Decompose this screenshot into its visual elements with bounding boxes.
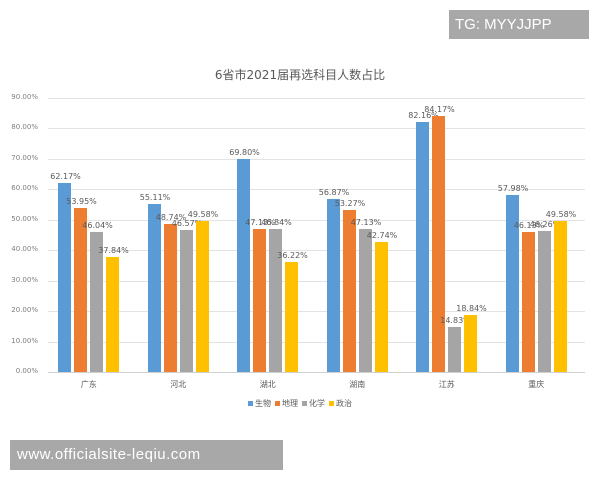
legend-item: 化学 (302, 398, 325, 409)
bar-生物 (326, 198, 340, 372)
y-tick-label: 40.00% (11, 245, 38, 254)
x-category-label: 河北 (170, 380, 187, 389)
data-label: 46.57% (171, 219, 203, 229)
data-label: 46.13% (513, 220, 545, 230)
chart-legend: 生物 地理 化学 政治 (0, 398, 600, 409)
x-category-label: 江苏 (438, 380, 455, 389)
x-category-label: 湖北 (259, 380, 276, 389)
data-label: 48.74% (155, 212, 187, 222)
data-label: 47.13% (350, 217, 382, 227)
data-label: 14.83% (440, 315, 471, 325)
data-label: 53.27% (334, 198, 366, 208)
bar-化学 (90, 231, 104, 372)
legend-item: 政治 (329, 398, 352, 409)
bar-化学 (179, 230, 193, 372)
bar-地理 (432, 115, 446, 372)
bar-生物 (505, 195, 519, 372)
y-tick-label: 70.00% (11, 153, 38, 162)
legend-item: 生物 (248, 398, 271, 409)
bar-化学 (358, 228, 372, 372)
bar-地理 (163, 223, 177, 372)
bar-政治 (195, 221, 209, 372)
data-label: 69.80% (229, 148, 260, 158)
data-label: 49.58% (187, 210, 219, 220)
data-label: 47.13% (245, 217, 276, 227)
data-label: 37.84% (98, 245, 129, 255)
gridline (48, 311, 585, 313)
y-tick-label: 60.00% (11, 184, 38, 193)
data-label: 18.84% (456, 303, 487, 313)
gridline (48, 158, 585, 160)
bar-地理 (521, 231, 535, 372)
data-label: 42.74% (366, 230, 398, 240)
gridline (48, 250, 585, 252)
x-category-label: 湖南 (349, 380, 366, 389)
gridline (48, 128, 585, 130)
bar-生物 (416, 121, 430, 372)
bar-地理 (253, 228, 267, 372)
bar-化学 (448, 326, 462, 372)
legend-label: 地理 (282, 399, 298, 408)
watermark-url: www.officialsite-leqiu.com (10, 440, 283, 470)
data-label: 62.17% (50, 171, 81, 181)
gridline (48, 98, 585, 99)
y-tick-label: 90.00% (11, 93, 38, 101)
gridline (48, 280, 585, 282)
legend-label: 化学 (309, 399, 325, 408)
bar-地理 (342, 209, 356, 372)
bar-化学 (537, 231, 551, 372)
bar-政治 (374, 241, 388, 372)
gridline (48, 219, 585, 221)
data-label: 46.84% (261, 218, 292, 228)
data-label: 46.26% (529, 220, 561, 230)
bar-政治 (106, 256, 120, 372)
data-label: 84.17% (424, 104, 455, 114)
bar-地理 (74, 207, 88, 372)
data-label: 56.87% (318, 187, 350, 197)
y-tick-label: 20.00% (11, 306, 38, 315)
legend-swatch-icon (275, 401, 280, 406)
x-category-label: 重庆 (528, 380, 545, 389)
legend-item: 地理 (275, 398, 298, 409)
bar-政治 (553, 221, 567, 372)
y-tick-label: 50.00% (11, 214, 38, 223)
data-label: 46.04% (82, 220, 113, 230)
x-category-label: 广东 (80, 380, 97, 389)
y-tick-label: 80.00% (11, 123, 38, 132)
data-label: 57.98% (497, 184, 529, 194)
watermark-tg: TG: MYYJJPP (449, 10, 589, 39)
legend-swatch-icon (329, 401, 334, 406)
chart-title: 6省市2021届再选科目人数占比 (214, 68, 386, 82)
legend-label: 政治 (336, 399, 352, 408)
gridline (48, 189, 585, 191)
data-label: 82.16% (408, 110, 439, 120)
y-tick-label: 30.00% (11, 275, 38, 284)
bar-政治 (464, 314, 478, 372)
legend-swatch-icon (248, 401, 253, 406)
legend-swatch-icon (302, 401, 307, 406)
y-tick-label: 10.00% (11, 336, 38, 345)
data-label: 53.95% (66, 196, 97, 206)
data-label: 49.58% (545, 210, 577, 220)
bar-政治 (285, 261, 299, 372)
legend-label: 生物 (255, 399, 271, 408)
bar-化学 (269, 229, 283, 372)
gridline (48, 341, 585, 343)
data-label: 55.11% (139, 193, 171, 203)
bar-生物 (147, 204, 161, 372)
gridline (48, 372, 585, 373)
bar-生物 (58, 182, 72, 372)
bar-生物 (237, 159, 251, 372)
data-label: 36.22% (277, 250, 308, 260)
y-tick-label: 0.00% (15, 367, 38, 375)
